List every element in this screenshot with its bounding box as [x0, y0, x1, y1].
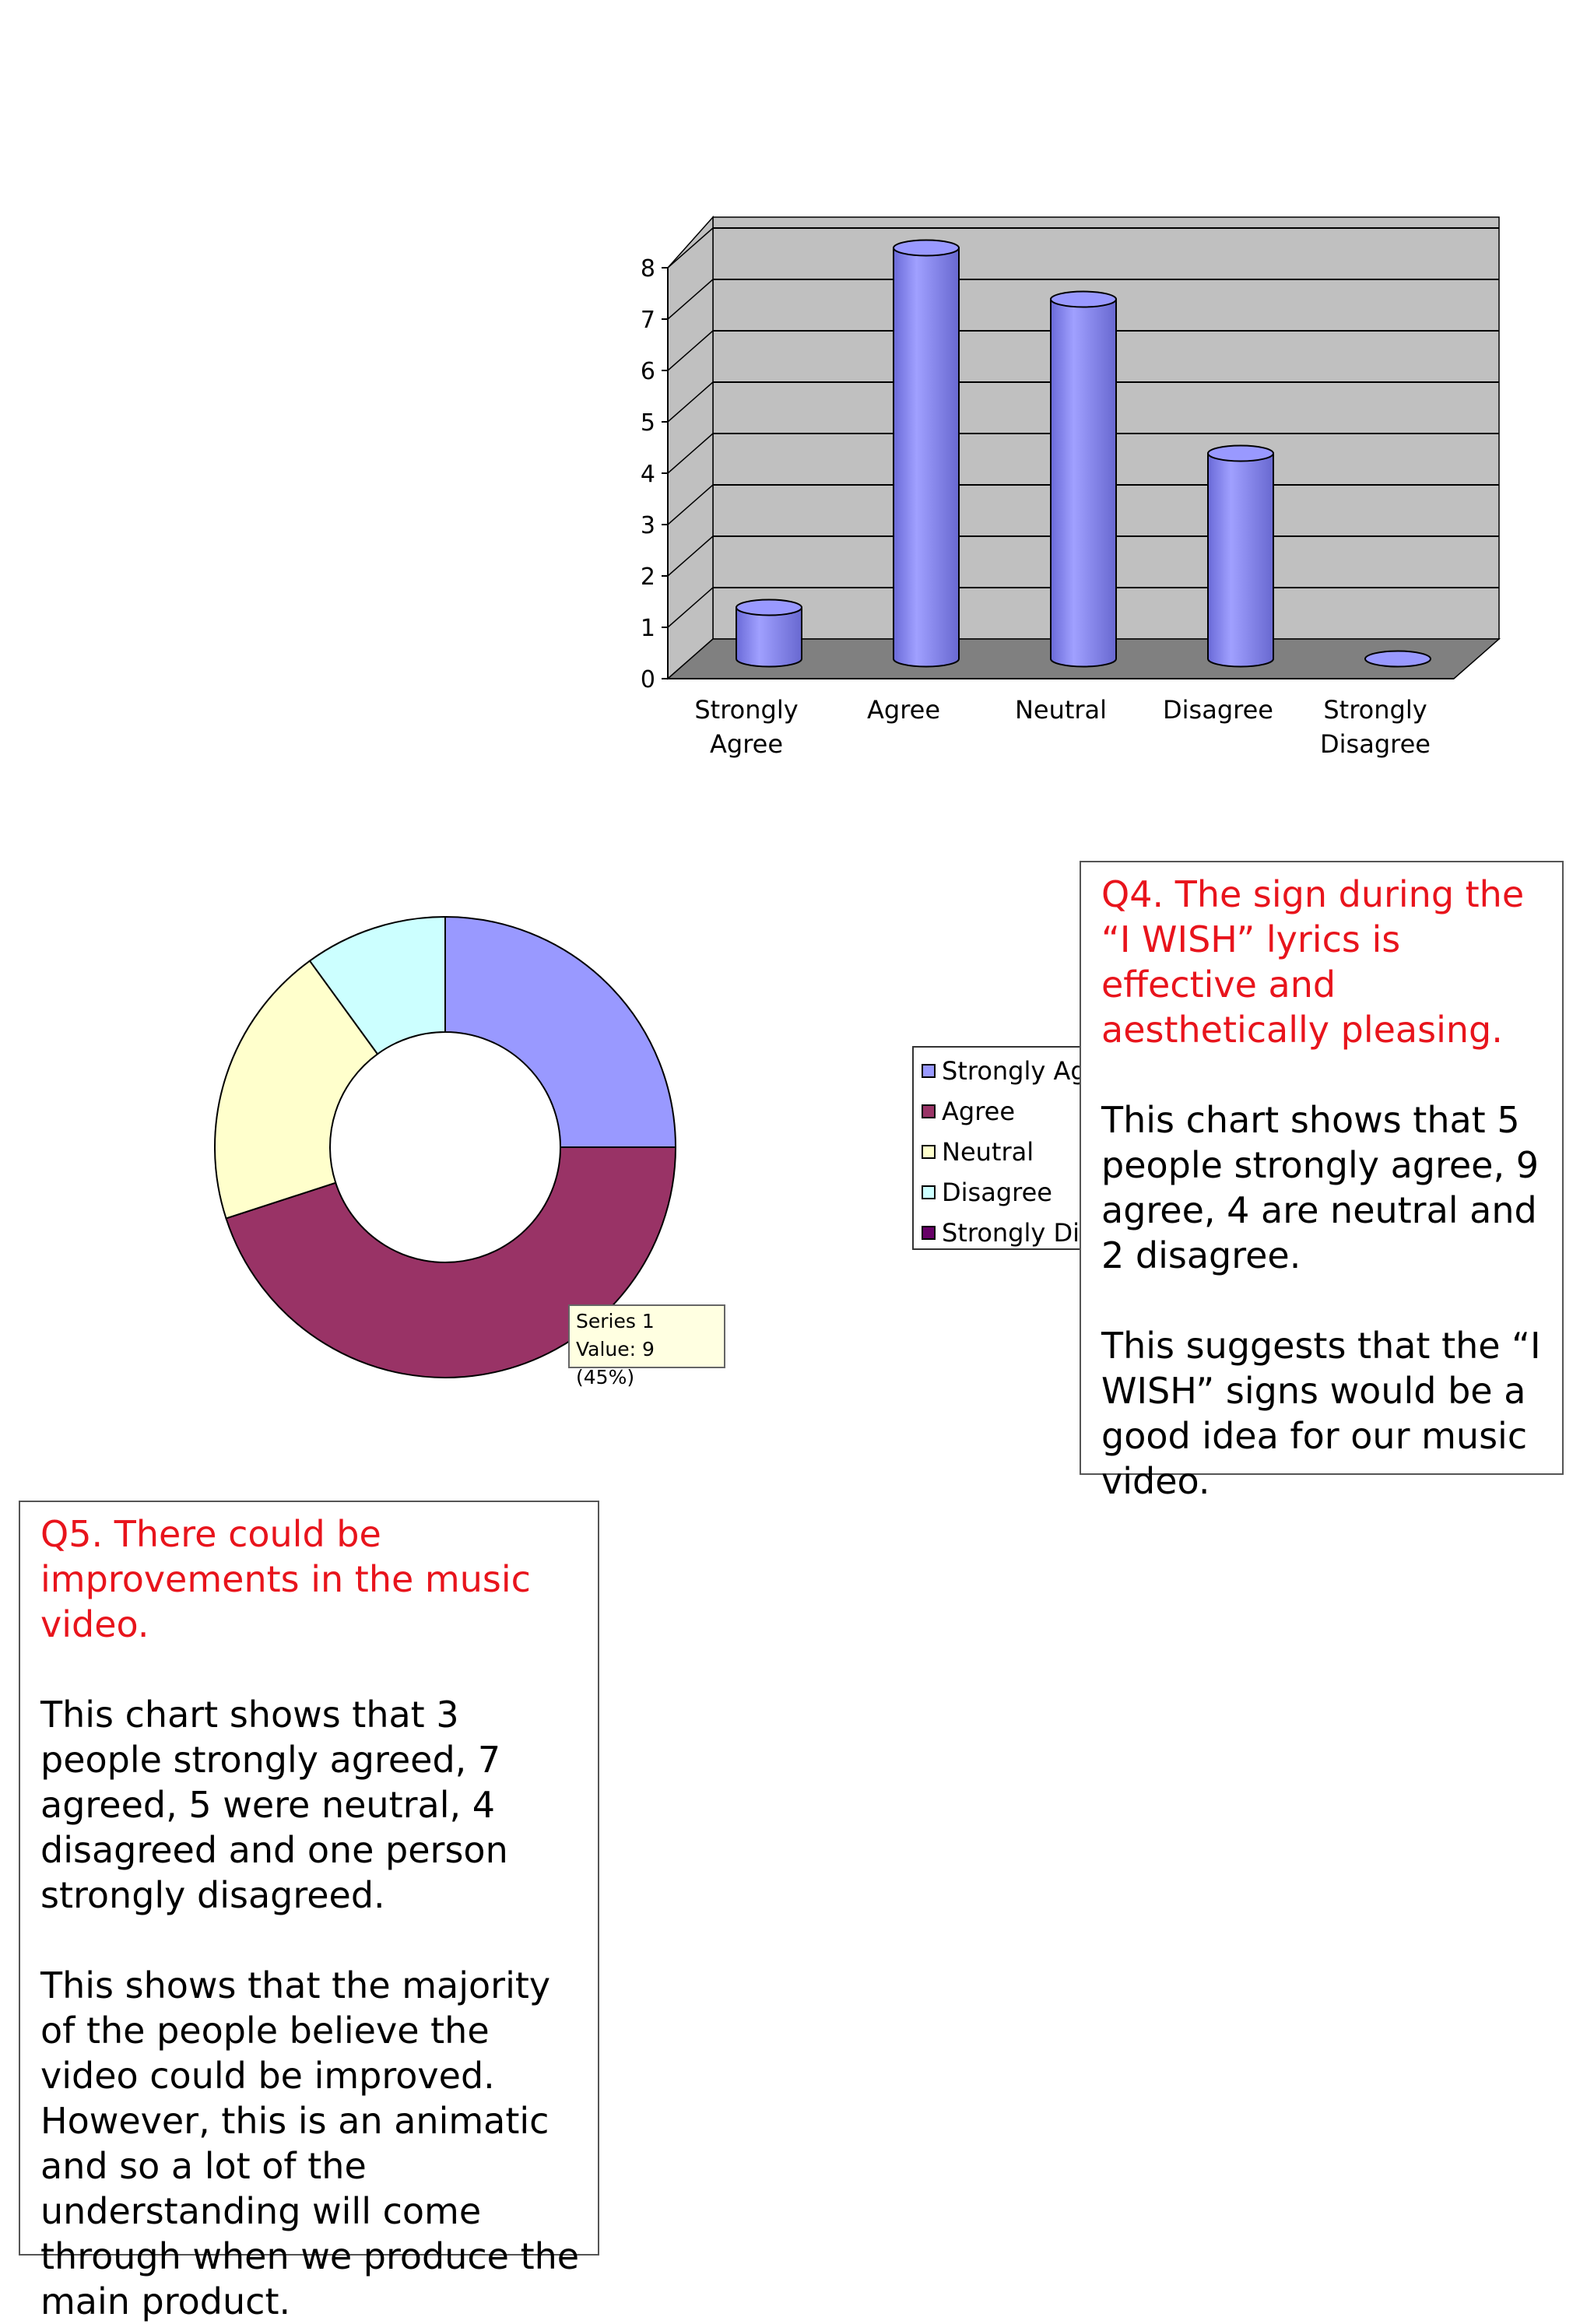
gridline-side — [667, 587, 714, 628]
x-tick-label: Disagree — [1320, 729, 1431, 759]
side-wall — [667, 216, 714, 680]
legend-item: Agree — [922, 1096, 1015, 1127]
legend-label: Strongly Agree — [942, 1056, 1083, 1086]
doughnut-series — [214, 915, 677, 1378]
bar — [1207, 452, 1274, 668]
doughnut-slice — [308, 915, 446, 1055]
y-tick-label: 6 — [641, 358, 655, 385]
q5-paragraph-2: This shows that the majority of the peop… — [40, 1964, 580, 2322]
legend-swatch — [922, 1145, 936, 1159]
gridline-side — [667, 227, 714, 269]
gridline-side — [667, 381, 714, 423]
legend-swatch — [922, 1104, 936, 1118]
x-tick-label: Strongly — [694, 695, 798, 725]
q5-paragraph-1: This chart shows that 3 people strongly … — [40, 1694, 508, 1916]
legend-swatch — [922, 1185, 936, 1199]
y-axis: 0 1 2 3 4 5 6 7 8 — [641, 255, 1454, 693]
legend-item: Neutral — [922, 1136, 1034, 1167]
bar-top — [1207, 444, 1274, 462]
q4-text-box: Q4. The sign during the “I WISH” lyrics … — [1080, 861, 1564, 1502]
chart-tooltip: Series 1 Value: 9 (45%) — [568, 1304, 725, 1388]
y-tick-label: 4 — [641, 461, 655, 488]
x-tick-label: Neutral — [1015, 695, 1107, 725]
legend-label: Strongly Disagree — [942, 1218, 1082, 1248]
bar-chart: 0 1 2 3 4 5 6 7 8 Strongly Agree Agree Neutral Disag… — [641, 216, 1501, 759]
q4-heading: Q4. The sign during the “I WISH” lyrics … — [1101, 873, 1525, 1051]
y-tick-label: 3 — [641, 512, 655, 539]
bar — [893, 247, 960, 668]
x-axis: Strongly Agree Agree Neutral Disagree Strongl… — [694, 695, 1431, 759]
y-tick-label: 8 — [641, 255, 655, 283]
doughnut-chart — [214, 915, 677, 1378]
q5-heading: Q5. There could be improvements in the m… — [40, 1513, 531, 1645]
x-tick-label: Agree — [867, 695, 940, 725]
doughnut-slice — [214, 960, 379, 1220]
chart-legend: Strongly Agree Agree Neutral Disagree St… — [912, 1046, 1083, 1250]
gridline-side — [667, 484, 714, 525]
x-tick-label: Strongly — [1323, 695, 1427, 725]
y-tick-label: 1 — [641, 615, 655, 642]
q4-paragraph-1: This chart shows that 5 people strongly … — [1101, 1099, 1539, 1276]
bar — [736, 606, 802, 668]
y-tick-label: 7 — [641, 307, 655, 334]
bar — [1050, 298, 1117, 668]
tooltip-series: Series 1 — [576, 1310, 655, 1332]
gridline-side — [667, 330, 714, 371]
q5-text-box: Q5. There could be improvements in the m… — [19, 1501, 599, 2322]
bar-top — [893, 239, 960, 257]
y-tick-label: 5 — [641, 409, 655, 437]
gridline-side — [667, 433, 714, 474]
q4-paragraph-2: This suggests that the “I WISH” signs wo… — [1101, 1325, 1541, 1502]
doughnut-slice — [444, 915, 677, 1148]
gridline-side — [667, 279, 714, 320]
legend-item: Disagree — [922, 1177, 1052, 1208]
legend-label: Disagree — [942, 1178, 1052, 1207]
legend-label: Neutral — [942, 1137, 1034, 1167]
y-tick-label: 0 — [641, 666, 655, 693]
legend-item: Strongly Disagree — [922, 1217, 1082, 1248]
bar-top — [736, 599, 802, 616]
tooltip-value: Value: 9 (45%) — [576, 1338, 655, 1388]
legend-swatch — [922, 1226, 936, 1240]
legend-item: Strongly Agree — [922, 1055, 1083, 1087]
bar-top — [1364, 650, 1431, 668]
legend-label: Agree — [942, 1097, 1016, 1126]
gridline-side — [667, 535, 714, 577]
x-tick-label: Agree — [710, 729, 783, 759]
bar-series — [736, 239, 1431, 668]
bar-top — [1050, 290, 1117, 308]
x-tick-label: Disagree — [1163, 695, 1273, 725]
y-tick-label: 2 — [641, 563, 655, 591]
legend-swatch — [922, 1064, 936, 1078]
